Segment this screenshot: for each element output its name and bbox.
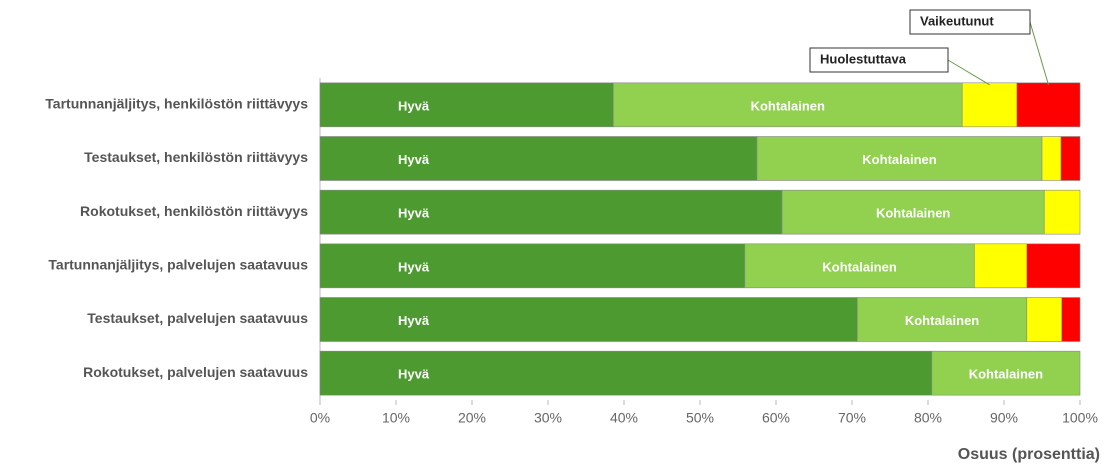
bar-segment: [974, 243, 1028, 289]
callout-label: Vaikeutunut: [920, 13, 994, 28]
x-tick-label: 80%: [914, 410, 942, 426]
bar-segment: [613, 82, 963, 128]
bar-segment: [319, 189, 783, 235]
bar-segment: [857, 297, 1028, 342]
y-tick-label: Tartunnanjäljitys, palvelujen saatavuus: [48, 257, 308, 273]
bar-segment: [756, 136, 1043, 181]
segment-label: Kohtalainen: [822, 259, 896, 274]
x-tick-label: 20%: [458, 410, 486, 426]
x-tick-label: 0%: [310, 410, 330, 426]
bar-segment: [319, 243, 746, 289]
x-tick-label: 50%: [686, 410, 714, 426]
callout-box: [909, 9, 1031, 35]
bar-segment: [1043, 189, 1081, 235]
bar-segment: [1061, 297, 1081, 342]
segment-label: Hyvä: [398, 206, 430, 221]
bar-segment: [319, 297, 858, 342]
callout-label: Huolestuttava: [820, 51, 907, 66]
y-tick-label: Testaukset, henkilöstön riittävyys: [84, 149, 308, 165]
bar-segment: [1026, 297, 1063, 342]
segment-label: Hyvä: [398, 98, 430, 113]
y-tick-label: Rokotukset, palvelujen saatavuus: [83, 364, 308, 380]
x-axis-label: Osuus (prosenttia): [958, 446, 1100, 463]
segment-label: Hyvä: [398, 367, 430, 382]
x-tick-label: 100%: [1062, 410, 1098, 426]
segment-label: Kohtalainen: [876, 206, 950, 221]
segment-label: Kohtalainen: [905, 313, 979, 328]
callout-box: [809, 47, 949, 73]
bar-segment: [744, 243, 975, 289]
bar-segment: [1060, 136, 1081, 181]
segment-label: Kohtalainen: [751, 98, 825, 113]
bar-segment: [319, 350, 933, 396]
bar-segment: [1016, 82, 1081, 128]
x-tick-label: 10%: [382, 410, 410, 426]
x-tick-label: 70%: [838, 410, 866, 426]
segment-label: Kohtalainen: [862, 152, 936, 167]
segment-label: Hyvä: [398, 152, 430, 167]
bar-segment: [781, 189, 1045, 235]
x-tick-label: 40%: [610, 410, 638, 426]
callout-line: [947, 59, 990, 86]
callout-line: [1029, 21, 1049, 85]
y-tick-label: Tartunnanjäljitys, henkilöstön riittävyy…: [45, 96, 308, 112]
bar-segment: [319, 136, 758, 181]
segment-label: Kohtalainen: [969, 367, 1043, 382]
y-tick-label: Testaukset, palvelujen saatavuus: [87, 310, 308, 326]
bar-segment: [319, 82, 614, 128]
bar-segment: [1026, 243, 1081, 289]
bar-segment: [931, 350, 1081, 396]
x-tick-label: 90%: [990, 410, 1018, 426]
x-tick-label: 60%: [762, 410, 790, 426]
bar-segment: [1041, 136, 1062, 181]
x-tick-label: 30%: [534, 410, 562, 426]
y-tick-label: Rokotukset, henkilöstön riittävyys: [80, 203, 308, 219]
segment-label: Hyvä: [398, 259, 430, 274]
bar-segment: [961, 82, 1018, 128]
segment-label: Hyvä: [398, 313, 430, 328]
